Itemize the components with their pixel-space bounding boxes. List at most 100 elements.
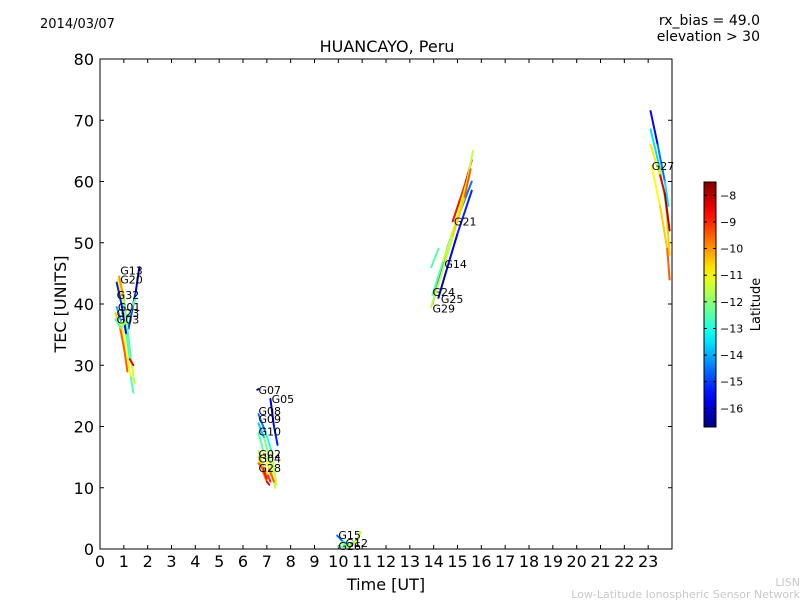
series-g02-segment (267, 474, 272, 483)
elevation-label: elevation > 30 (656, 29, 760, 45)
colorbar-tick-label: −8 (720, 189, 736, 202)
x-tick-label: 3 (166, 552, 176, 571)
series-label-g20: G20 (120, 274, 143, 287)
credit-line-1: LISN (775, 576, 800, 589)
series-g04-segment (265, 480, 271, 486)
colorbar-tick-label: −11 (720, 269, 743, 282)
series-g28-segment (262, 468, 268, 480)
series-g32-segment (120, 303, 128, 336)
colorbar-tick-label: −15 (720, 376, 743, 389)
series-label-g07: G07 (258, 384, 281, 397)
series-g27-segment (659, 205, 669, 250)
plot-frame (99, 58, 673, 550)
series-label-g12: G12 (345, 537, 368, 550)
x-tick-label: 20 (566, 552, 586, 571)
x-tick-label: 12 (376, 552, 396, 571)
x-tick-label: 7 (262, 552, 272, 571)
x-tick-label: 18 (519, 552, 539, 571)
series-g03-segment (127, 296, 137, 318)
series-g31-segment (656, 143, 666, 183)
series-label-g21: G21 (454, 215, 477, 228)
series-label-g32: G32 (117, 289, 140, 302)
colorbar-tick-label: −9 (720, 216, 736, 229)
series-g15-segment (336, 534, 345, 543)
series-label-g27: G27 (652, 160, 675, 173)
colorbar-label: Latitude (749, 278, 764, 332)
series-label-g23: G23 (117, 307, 140, 320)
series-g13-segment (127, 290, 137, 330)
y-axis-label: TEC [UNITS] (51, 256, 70, 354)
x-tick-label: 9 (309, 552, 319, 571)
series-g09-segment (269, 462, 277, 489)
series-label-g04: G04 (258, 452, 281, 465)
series-g32-segment (115, 281, 123, 305)
y-tick-label: 20 (74, 418, 94, 437)
series-g29-segment (463, 168, 472, 198)
series-label-g02: G02 (258, 448, 281, 461)
x-tick-label: 11 (352, 552, 372, 571)
colorbar-tick-label: −13 (720, 322, 743, 335)
x-tick-label: 10 (328, 552, 348, 571)
x-tick-label: 22 (614, 552, 634, 571)
series-g22-segment (659, 174, 666, 195)
series-g24-segment (454, 180, 469, 226)
x-tick-label: 5 (214, 552, 224, 571)
series-g02-segment (262, 465, 270, 477)
x-tick-label: 6 (238, 552, 248, 571)
series-g08-segment (264, 431, 273, 452)
series-g04-segment (262, 471, 268, 483)
series-g01-segment (129, 376, 135, 394)
y-tick-label: 30 (74, 356, 94, 375)
series-g23-segment (122, 345, 129, 373)
series-g01-segment (115, 306, 123, 324)
series-g22-segment (649, 143, 662, 177)
y-tick-label: 60 (74, 173, 94, 192)
series-g28-segment (257, 462, 265, 471)
y-tick-label: 70 (74, 111, 94, 130)
series-g26-segment (354, 530, 362, 544)
series-label-g25: G25 (441, 293, 464, 306)
series-g09-segment (263, 437, 272, 465)
series-g16-segment (649, 128, 662, 171)
series-g02-segment (257, 450, 265, 468)
y-tick-label: 10 (74, 479, 94, 498)
x-tick-label: 23 (638, 552, 658, 571)
series-g25-segment (456, 189, 473, 235)
series-g03-segment (114, 318, 123, 330)
series-g26-segment (337, 545, 349, 549)
series-g10-segment (268, 468, 275, 483)
series-g29-segment (451, 195, 466, 238)
x-tick-label: 19 (543, 552, 563, 571)
series-g25-segment (437, 272, 447, 299)
series-g05-segment (269, 397, 275, 428)
series-label-g05: G05 (272, 393, 295, 406)
series-g10-segment (257, 431, 265, 452)
series-label-g24: G24 (432, 286, 455, 299)
series-g08-segment (257, 413, 267, 434)
series-label-g28: G28 (258, 462, 281, 475)
series-g20-segment (118, 275, 125, 299)
x-tick-label: 14 (423, 552, 443, 571)
series-g30-segment (430, 247, 440, 269)
data-layer (114, 110, 671, 549)
series-g12-segment (339, 541, 349, 547)
rx-bias-label: rx_bias = 49.0 (658, 13, 760, 29)
series-g07-segment (256, 388, 260, 391)
x-axis-label: Time [UT] (346, 575, 425, 594)
series-label-g13: G13 (120, 264, 143, 277)
series-g05-segment (272, 425, 279, 446)
series-g20-segment (126, 327, 132, 361)
series-g27-segment (666, 247, 671, 281)
series-label-g01: G01 (118, 301, 141, 314)
series-label-g08: G08 (258, 405, 281, 418)
series-label-g29: G29 (432, 302, 455, 315)
colorbar-tick-label: −14 (720, 349, 743, 362)
x-tick-label: 21 (590, 552, 610, 571)
series-label-g14: G14 (444, 258, 467, 271)
series-label-g26: G26 (338, 540, 361, 553)
y-tick-label: 40 (74, 295, 94, 314)
x-tick-label: 13 (400, 552, 420, 571)
series-g09-segment (257, 422, 266, 440)
y-tick-label: 80 (74, 50, 94, 69)
series-label-g10: G10 (258, 425, 281, 438)
